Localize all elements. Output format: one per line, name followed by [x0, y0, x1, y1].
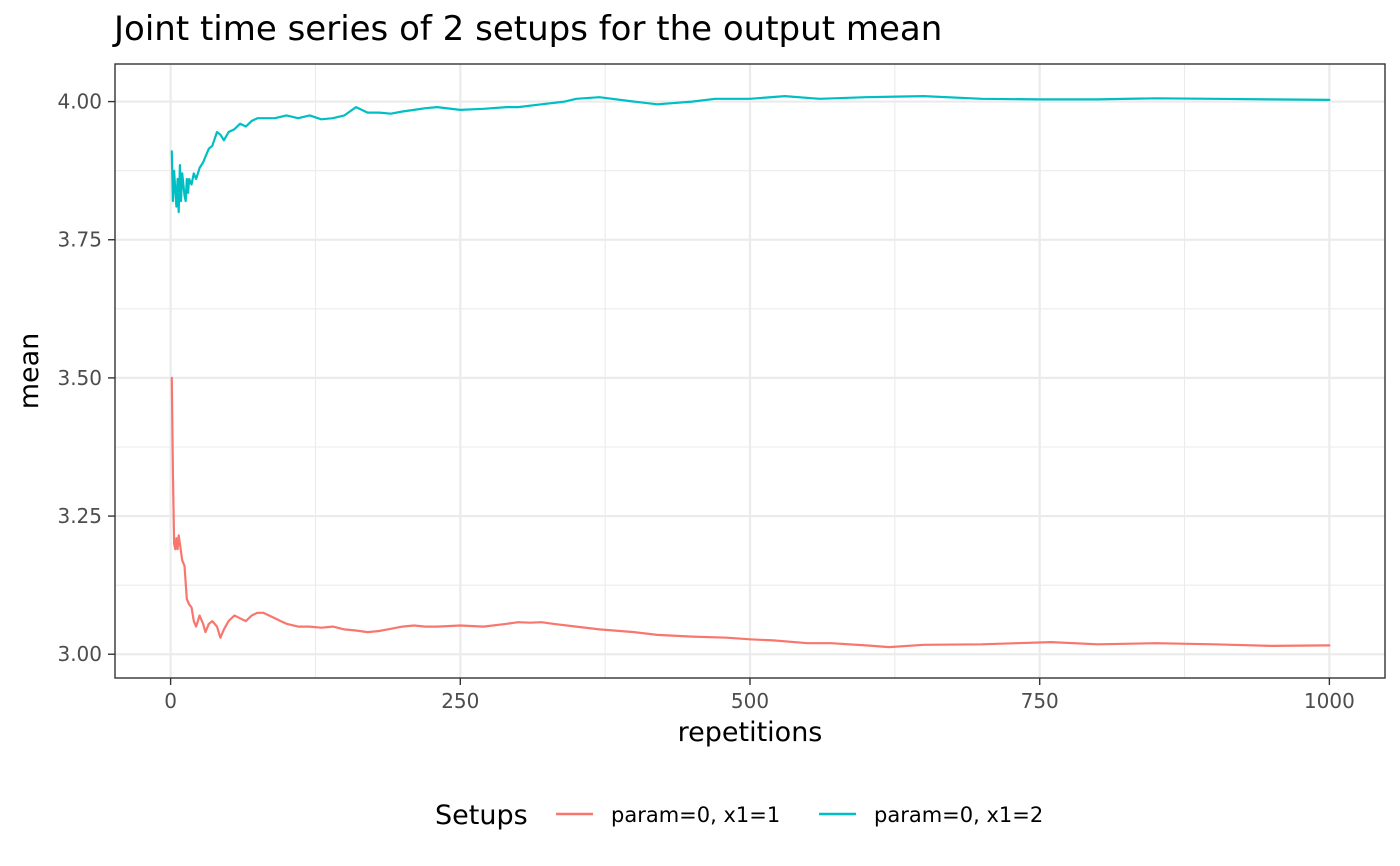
x-tick-label: 1000 [1304, 689, 1355, 713]
legend-items: param=0, x1=1 param=0, x1=2 [556, 803, 1043, 827]
axes: 0 250 500 750 1000 3.00 3.25 3.50 3.75 4.00 [57, 90, 1354, 713]
legend-label: param=0, x1=1 [611, 803, 780, 827]
series-line [170, 94, 1331, 214]
legend: Setups param=0, x1=1 param=0, x1=2 [435, 800, 1043, 831]
x-tick-label: 0 [164, 689, 177, 713]
y-tick-label: 4.00 [57, 90, 102, 114]
chart-title: Joint time series of 2 setups for the ou… [112, 9, 942, 49]
series-layer [170, 94, 1331, 649]
y-tick-label: 3.00 [57, 642, 102, 666]
x-tick-label: 500 [731, 689, 769, 713]
y-tick-label: 3.25 [57, 504, 102, 528]
x-tick-label: 250 [441, 689, 479, 713]
y-tick-label: 3.50 [57, 366, 102, 390]
legend-label: param=0, x1=2 [874, 803, 1043, 827]
grid [115, 64, 1385, 678]
y-tick-label: 3.75 [57, 228, 102, 252]
y-axis-title: mean [14, 333, 45, 410]
x-axis-title: repetitions [678, 717, 823, 748]
legend-title: Setups [435, 800, 528, 831]
x-tick-label: 750 [1021, 689, 1059, 713]
series-line [170, 376, 1331, 649]
